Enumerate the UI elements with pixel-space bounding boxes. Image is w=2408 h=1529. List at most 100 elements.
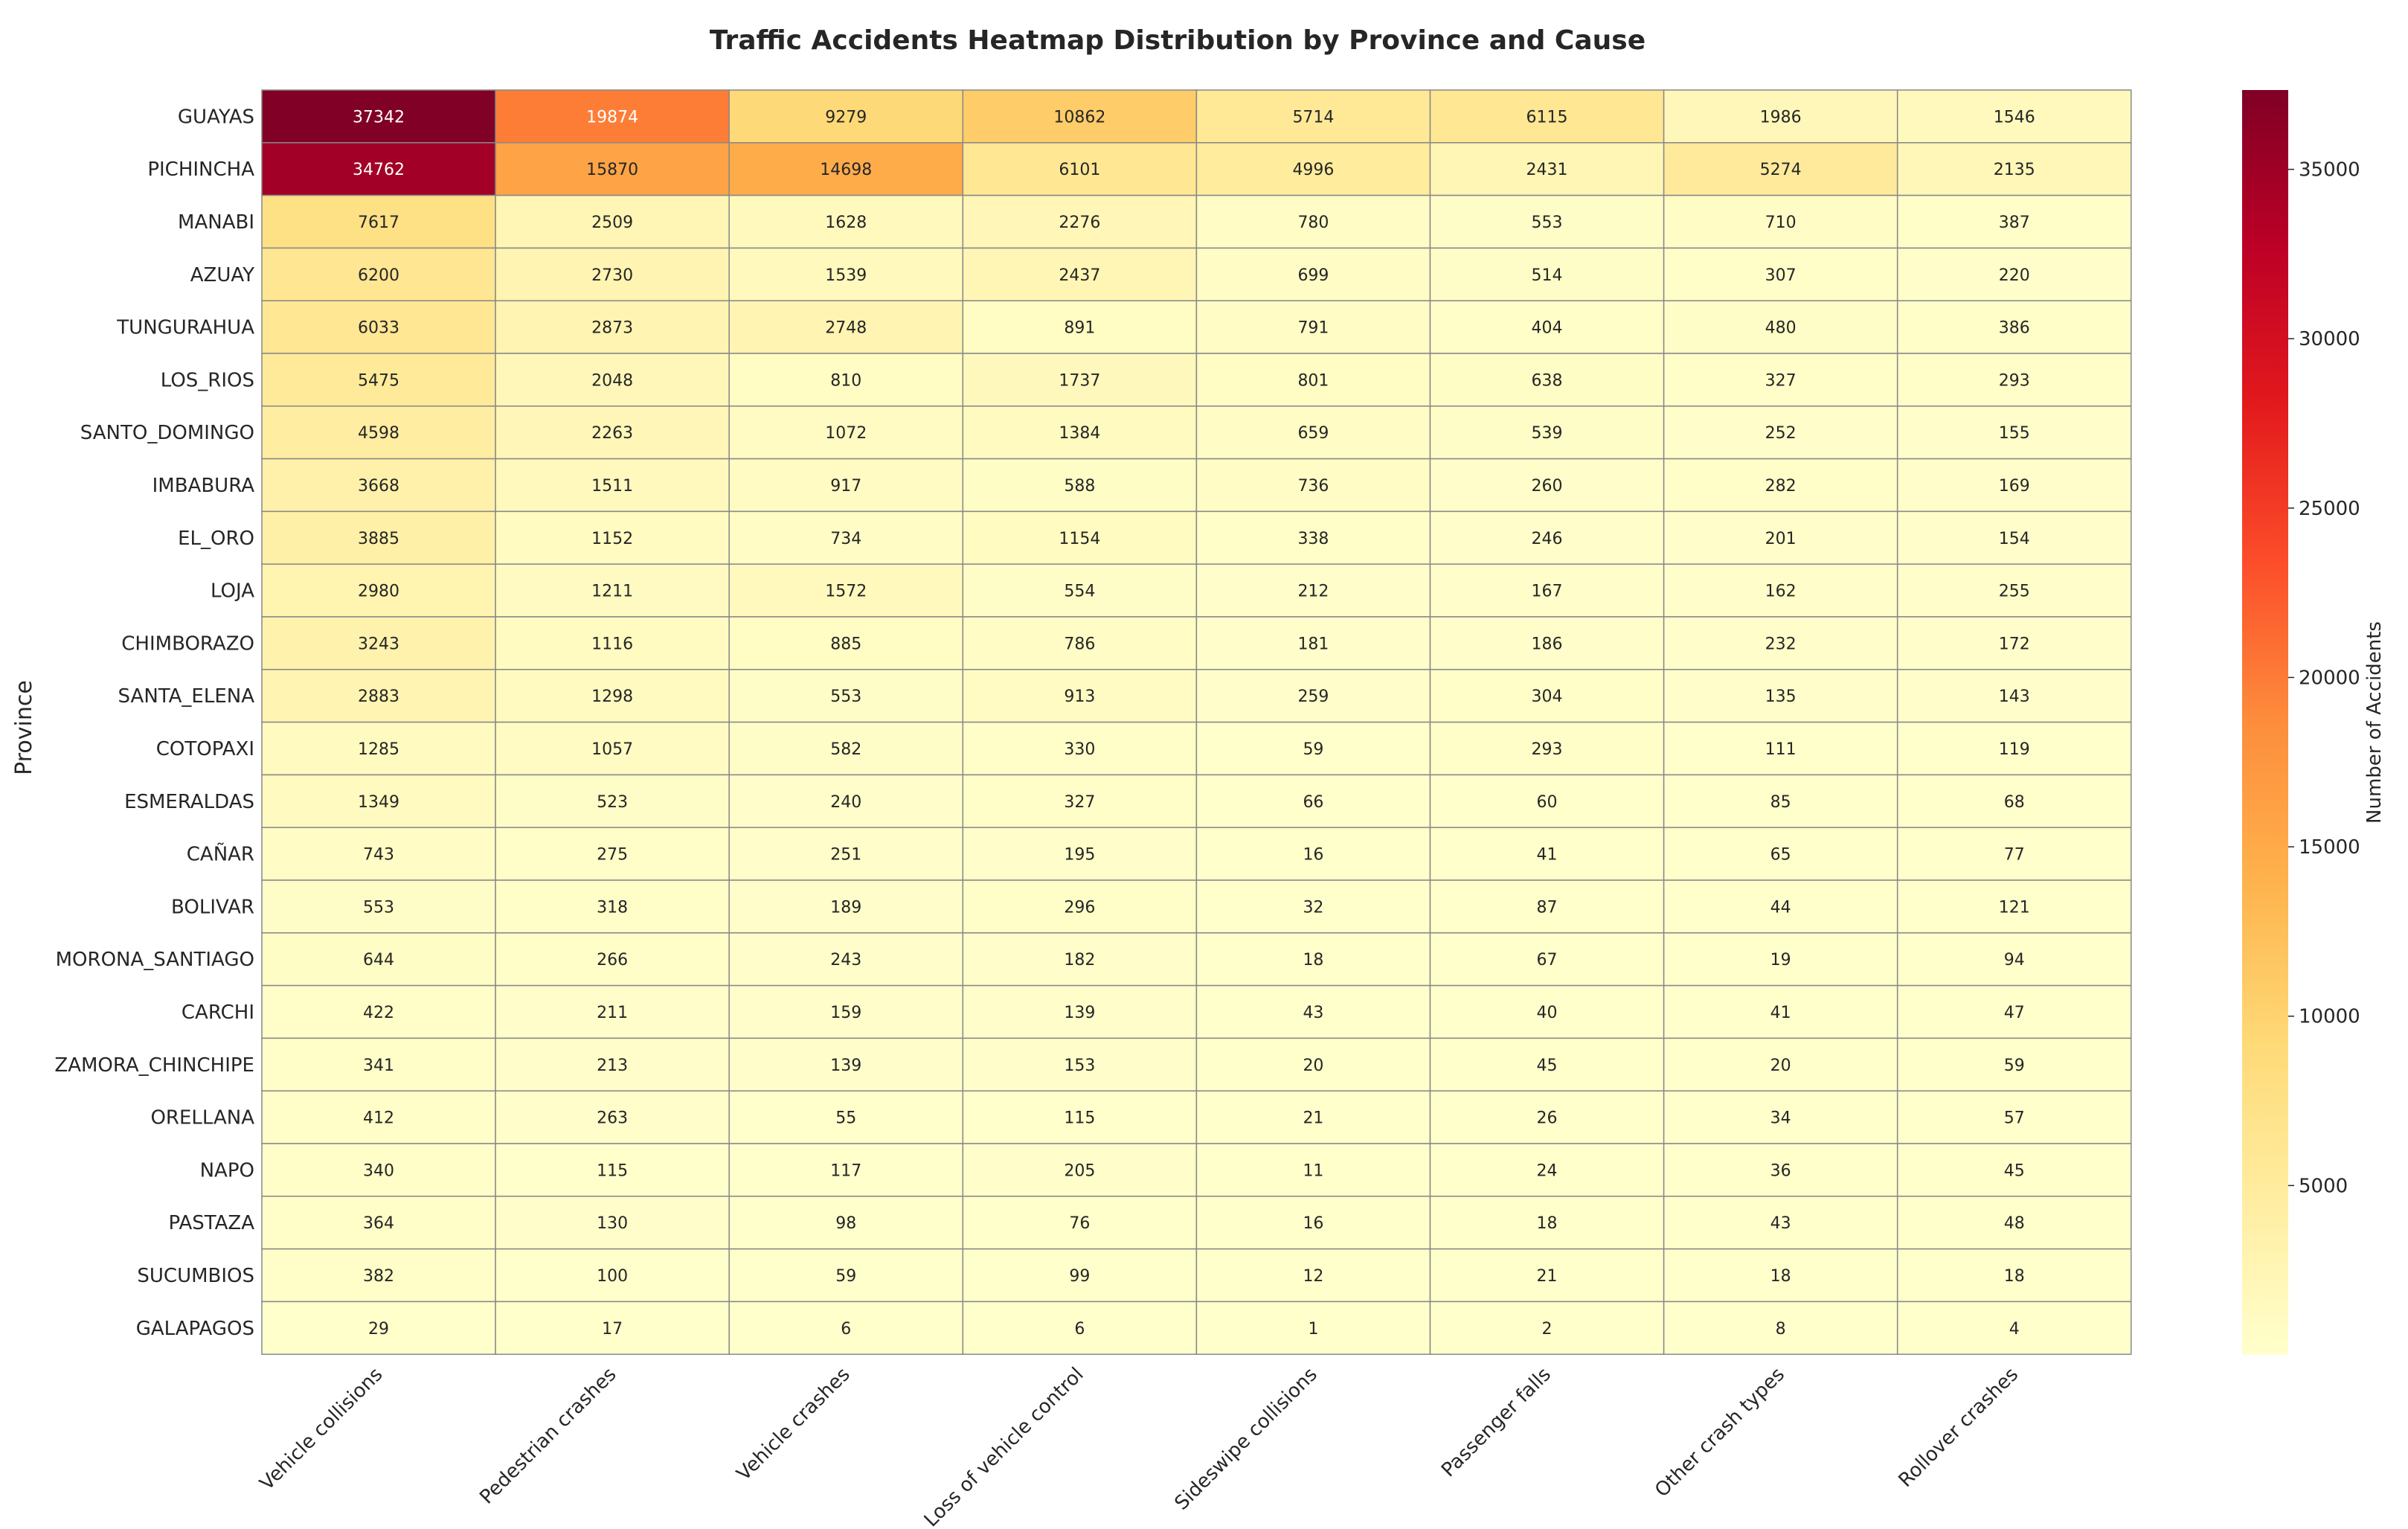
column-label: Other crash types — [1651, 1363, 1789, 1501]
row-label: GUAYAS — [178, 106, 254, 128]
heatmap-cell — [1195, 1248, 1431, 1303]
cell-value-label: 2135 — [1994, 161, 2035, 179]
cell-value-label: 201 — [1765, 530, 1797, 548]
cell-value-label: 115 — [597, 1161, 628, 1180]
cell-value-label: 1737 — [1059, 371, 1100, 390]
cell-value-label: 2276 — [1059, 214, 1100, 232]
heatmap-cell — [495, 1090, 730, 1144]
row-label: PASTAZA — [168, 1212, 254, 1234]
chart-title: Traffic Accidents Heatmap Distribution b… — [710, 25, 1646, 56]
cell-value-label: 659 — [1297, 424, 1329, 443]
heatmap-cell — [728, 89, 964, 144]
heatmap-cell — [1195, 879, 1431, 934]
heatmap-cell — [495, 406, 730, 460]
cell-value-label: 4598 — [358, 424, 399, 443]
cell-value-label: 2437 — [1059, 266, 1100, 285]
heatmap-cell — [1663, 247, 1898, 301]
cell-value-label: 553 — [1532, 214, 1563, 232]
cell-value-label: 67 — [1537, 951, 1558, 969]
heatmap-cell — [1429, 932, 1665, 987]
heatmap-cell — [1195, 458, 1431, 513]
heatmap-cell — [1429, 194, 1665, 249]
heatmap-cell — [1195, 406, 1431, 460]
heatmap-cell — [1429, 827, 1665, 881]
cell-value-label: 60 — [1537, 793, 1558, 812]
row-label: ZAMORA_CHINCHIPE — [54, 1054, 254, 1077]
heatmap-cell — [962, 300, 1198, 354]
cell-value-label: 121 — [1999, 898, 2030, 917]
cell-value-label: 266 — [597, 951, 628, 969]
cell-value-label: 98 — [835, 1214, 856, 1233]
cell-value-label: 111 — [1765, 740, 1797, 759]
heatmap-cell — [1663, 194, 1898, 249]
cell-value-label: 65 — [1770, 846, 1791, 865]
heatmap-cell — [1663, 563, 1898, 618]
heatmap-cell — [728, 406, 964, 460]
cell-value-label: 99 — [1069, 1267, 1090, 1286]
heatmap-cell — [495, 984, 730, 1039]
cell-value-label: 36 — [1770, 1161, 1791, 1180]
heatmap-cell — [728, 827, 964, 881]
heatmap-cell — [495, 1301, 730, 1355]
cell-value-label: 44 — [1770, 898, 1791, 917]
cell-value-label: 330 — [1064, 740, 1095, 759]
cell-value-label: 19874 — [586, 108, 638, 126]
heatmap-cell — [261, 89, 496, 144]
cell-value-label: 24 — [1537, 1161, 1558, 1180]
cell-value-label: 153 — [1064, 1057, 1095, 1075]
heatmap-cell — [962, 194, 1198, 249]
cell-value-label: 4996 — [1292, 161, 1334, 179]
heatmap-cell — [261, 1037, 496, 1092]
heatmap-cell — [728, 774, 964, 828]
heatmap-cell — [1429, 1196, 1665, 1250]
heatmap-cell — [1429, 353, 1665, 407]
cell-value-label: 307 — [1765, 266, 1797, 285]
heatmap-cell — [1896, 616, 2132, 670]
heatmap-cell — [728, 721, 964, 776]
cell-value-label: 2263 — [591, 424, 633, 443]
cell-value-label: 6 — [841, 1320, 851, 1339]
colorbar-tick-label: 25000 — [2299, 498, 2360, 520]
heatmap-cell — [962, 563, 1198, 618]
heatmap-cell — [1896, 406, 2132, 460]
row-label: SUCUMBIOS — [137, 1265, 254, 1287]
heatmap-cell — [728, 194, 964, 249]
cell-value-label: 710 — [1765, 214, 1797, 232]
heatmap-cell — [495, 932, 730, 987]
cell-value-label: 55 — [835, 1109, 856, 1128]
cell-value-label: 255 — [1999, 583, 2030, 601]
heatmap-cell — [1429, 984, 1665, 1039]
cell-value-label: 10862 — [1053, 108, 1105, 126]
cell-value-label: 523 — [597, 793, 628, 812]
cell-value-label: 5274 — [1760, 161, 1802, 179]
heatmap-cell — [1429, 1143, 1665, 1197]
cell-value-label: 801 — [1297, 371, 1329, 390]
heatmap-cell — [1896, 142, 2132, 196]
cell-value-label: 1285 — [358, 740, 399, 759]
heatmap-cell — [1663, 616, 1898, 670]
heatmap-cell — [495, 721, 730, 776]
heatmap-cell — [495, 89, 730, 144]
cell-value-label: 213 — [597, 1057, 628, 1075]
cell-value-label: 211 — [597, 1004, 628, 1022]
row-label: SANTA_ELENA — [118, 685, 255, 708]
cell-value-label: 1072 — [825, 424, 867, 443]
column-label: Loss of vehicle control — [920, 1363, 1088, 1529]
cell-value-label: 913 — [1064, 687, 1095, 706]
heatmap-cell — [1429, 142, 1665, 196]
heatmap-cell — [495, 1248, 730, 1303]
cell-value-label: 1298 — [591, 687, 633, 706]
heatmap-cell — [1429, 1248, 1665, 1303]
cell-value-label: 885 — [830, 635, 861, 653]
cell-value-label: 1539 — [825, 266, 867, 285]
heatmap-cell — [261, 406, 496, 460]
heatmap-cell — [1195, 510, 1431, 565]
heatmap-cell — [261, 774, 496, 828]
cell-value-label: 734 — [830, 530, 861, 548]
heatmap-cell — [1195, 1301, 1431, 1355]
heatmap-cell — [1429, 406, 1665, 460]
heatmap-cell — [495, 1037, 730, 1092]
heatmap-cell — [261, 247, 496, 301]
cell-value-label: 11 — [1303, 1161, 1323, 1180]
